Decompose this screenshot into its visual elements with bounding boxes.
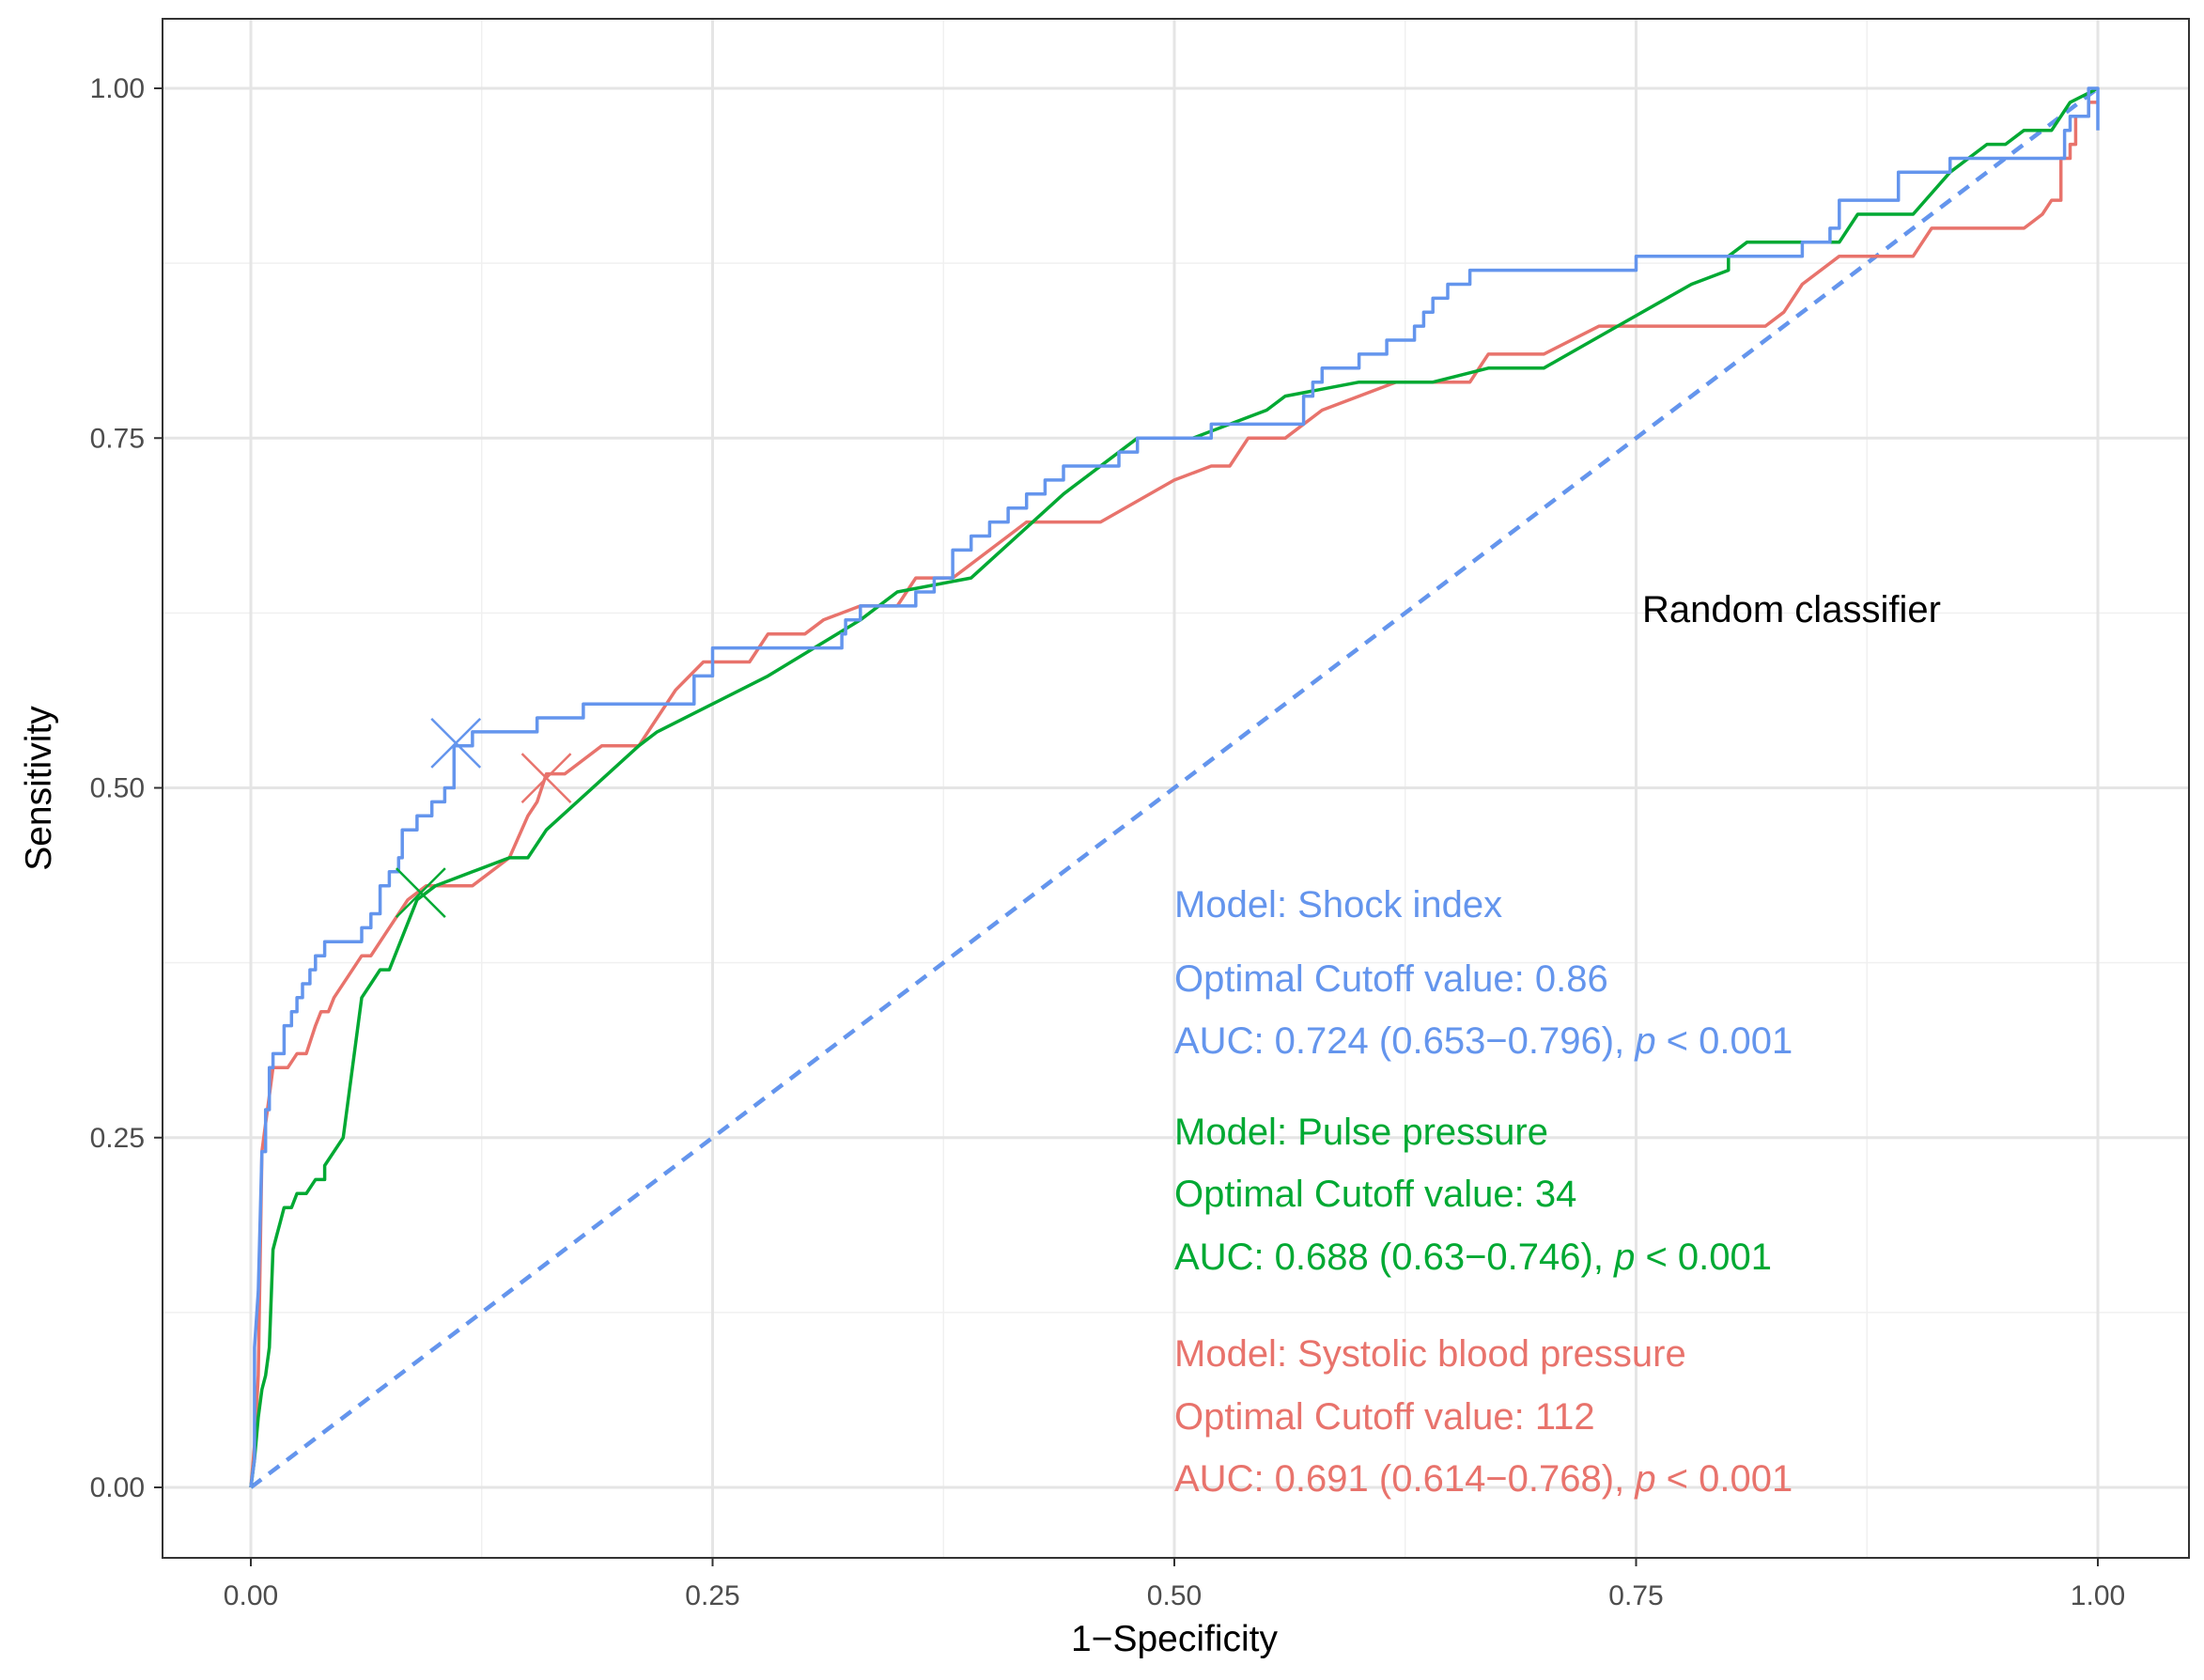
systolic-auc-label: AUC: 0.691 (0.614−0.768), p < 0.001 [1174, 1458, 1793, 1500]
cutoff-marker-pulse [395, 867, 446, 919]
pulse-auc-prefix: AUC: 0.688 (0.63−0.746), [1174, 1237, 1614, 1278]
shock-auc-suffix: < 0.001 [1656, 1020, 1793, 1062]
shock-auc-prefix: AUC: 0.724 (0.653−0.796), [1174, 1020, 1635, 1062]
cutoff-marker-systolic [520, 753, 572, 803]
pulse-auc-label: AUC: 0.688 (0.63−0.746), p < 0.001 [1174, 1237, 1772, 1278]
annotation-pulse-pressure: Model: Pulse pressure Optimal Cutoff val… [1174, 1112, 1772, 1278]
x-tick-label: 0.50 [1147, 1580, 1202, 1611]
annotation-shock-index: Model: Shock index Optimal Cutoff value:… [1174, 884, 1793, 1062]
y-tick-label: 0.00 [90, 1472, 145, 1503]
cutoff-markers [395, 717, 572, 919]
shock-auc-label: AUC: 0.724 (0.653−0.796), p < 0.001 [1174, 1020, 1793, 1062]
systolic-cutoff-label: Optimal Cutoff value: 112 [1174, 1396, 1595, 1438]
x-tick-label: 0.25 [685, 1580, 739, 1611]
pulse-auc-p: p [1613, 1237, 1635, 1278]
systolic-model-label: Model: Systolic blood pressure [1174, 1333, 1686, 1375]
y-tick-label: 1.00 [90, 73, 145, 104]
random-classifier-label: Random classifier [1642, 589, 1941, 630]
shock-auc-p: p [1634, 1020, 1655, 1062]
grid-lines [163, 19, 2189, 1558]
x-tick-label: 0.00 [224, 1580, 278, 1611]
series-line-shock [249, 86, 2100, 1488]
x-axis-title: 1−Specificity [1071, 1619, 1279, 1659]
cutoff-marker-shock [430, 717, 482, 769]
y-axis-title: Sensitivity [19, 706, 59, 871]
shock-cutoff-label: Optimal Cutoff value: 0.86 [1174, 958, 1608, 1000]
annotation-systolic-bp: Model: Systolic blood pressure Optimal C… [1174, 1333, 1793, 1500]
y-tick-label: 0.50 [90, 773, 145, 804]
pulse-auc-suffix: < 0.001 [1635, 1237, 1772, 1278]
x-tick-label: 1.00 [2071, 1580, 2125, 1611]
shock-model-label: Model: Shock index [1174, 884, 1502, 926]
x-tick-label: 0.75 [1608, 1580, 1663, 1611]
systolic-auc-p: p [1634, 1458, 1655, 1500]
systolic-auc-suffix: < 0.001 [1656, 1458, 1793, 1500]
systolic-auc-prefix: AUC: 0.691 (0.614−0.768), [1174, 1458, 1635, 1500]
pulse-model-label: Model: Pulse pressure [1174, 1112, 1548, 1153]
y-tick-label: 0.75 [90, 423, 145, 454]
series-line-random [249, 86, 2100, 1489]
series-layer [249, 86, 2100, 1489]
y-tick-label: 0.25 [90, 1123, 145, 1154]
axis-ticks: 0.00 0.00 0.25 0.25 0.50 0.50 0.75 0.75 1.00 1.00 [90, 73, 2126, 1611]
pulse-cutoff-label: Optimal Cutoff value: 34 [1174, 1174, 1576, 1215]
